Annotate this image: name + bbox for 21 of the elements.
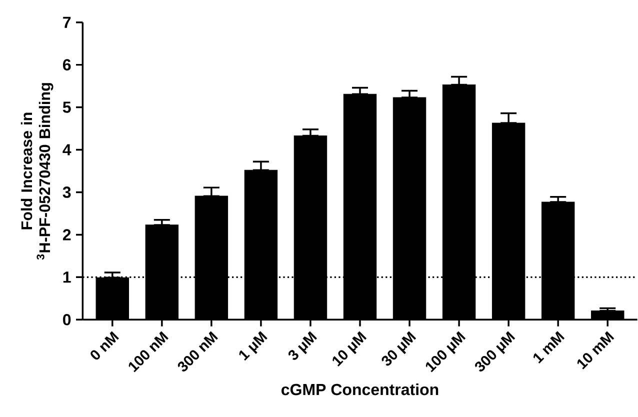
x-tick-label: 100 nM: [128, 331, 168, 372]
y-tick-label: 7: [63, 16, 71, 28]
x-tick-label: 0 nM: [90, 331, 119, 360]
x-axis-title: cGMP Concentration: [282, 383, 438, 396]
y-tick-label: 6: [62, 59, 71, 70]
x-tick-label: 30 μM: [382, 331, 416, 366]
x-tick-label: 1 mM: [533, 331, 565, 364]
x-tick-label: 300 μM: [475, 331, 516, 372]
x-tick-label: 1 μM: [239, 331, 268, 361]
x-tick-label: 3 μM: [288, 331, 318, 360]
x-tick-label: 10 mM: [577, 331, 614, 370]
y-tick-label: 1: [63, 272, 71, 283]
x-tick-label: 300 nM: [178, 331, 218, 372]
y-tick-label: 4: [62, 144, 72, 156]
y-tick-label: 5: [62, 102, 71, 113]
y-tick-label: 2: [62, 229, 71, 240]
text: Fold Increase in $^{3}$H-PF-05270430 Binding: [20, 83, 54, 260]
x-tick-label: 10 μM: [332, 331, 367, 366]
x-tick-label: 100 μM: [426, 331, 466, 372]
y-tick-label: 0: [63, 314, 71, 326]
y-tick-label: 3: [62, 186, 71, 198]
